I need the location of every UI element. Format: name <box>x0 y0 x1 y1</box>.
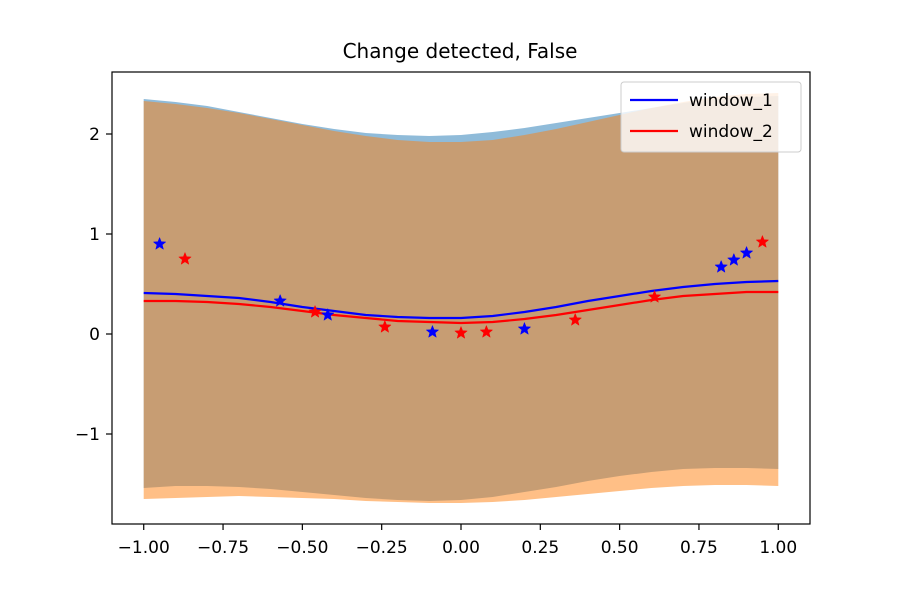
y-tick-label: −1 <box>75 425 100 445</box>
data-point-series-2 <box>308 304 322 318</box>
legend: window_1 window_2 <box>620 81 802 153</box>
x-tick-label: 0.25 <box>521 538 559 558</box>
data-point-series-1 <box>714 259 729 273</box>
x-tick-label: −0.50 <box>276 538 328 558</box>
x-tick-label: 1.00 <box>759 538 797 558</box>
chart-title: Change detected, False <box>343 39 578 63</box>
axes-frame <box>111 71 811 525</box>
x-tick-label: −1.00 <box>118 538 170 558</box>
y-tick-label: 1 <box>89 225 100 245</box>
data-point-series-2 <box>178 251 192 265</box>
legend-label-series-2: window_2 <box>689 122 773 142</box>
confidence-band-series-2 <box>143 93 779 503</box>
x-tick-label: 0.00 <box>442 538 480 558</box>
x-tick-label: −0.25 <box>356 538 408 558</box>
plot-area <box>143 93 779 503</box>
x-tick-label: 0.75 <box>680 538 718 558</box>
y-axis: −1 0 1 2 <box>75 125 112 445</box>
data-point-series-1 <box>739 245 754 259</box>
x-axis: −1.00 −0.75 −0.50 −0.25 0.00 0.25 0.50 0.75 1.00 <box>118 524 797 558</box>
data-point-series-2 <box>454 325 468 339</box>
x-tick-label: 0.50 <box>601 538 639 558</box>
data-point-series-1 <box>273 293 287 307</box>
data-point-series-2 <box>479 324 494 338</box>
mean-line-series-2 <box>143 290 779 325</box>
data-point-series-1 <box>320 307 335 321</box>
data-point-series-1 <box>517 321 532 335</box>
data-point-series-2 <box>568 312 583 326</box>
legend-label-series-1: window_1 <box>689 91 773 111</box>
y-tick-label: 2 <box>89 125 100 145</box>
data-point-series-1 <box>152 236 167 250</box>
mean-line-series-1 <box>143 279 779 320</box>
data-point-series-2 <box>755 234 770 248</box>
y-tick-label: 0 <box>89 325 100 345</box>
data-point-series-2 <box>378 319 392 333</box>
data-point-series-1 <box>425 324 440 338</box>
data-point-series-2 <box>647 289 662 303</box>
data-point-series-1 <box>727 252 741 266</box>
x-tick-label: −0.75 <box>197 538 249 558</box>
